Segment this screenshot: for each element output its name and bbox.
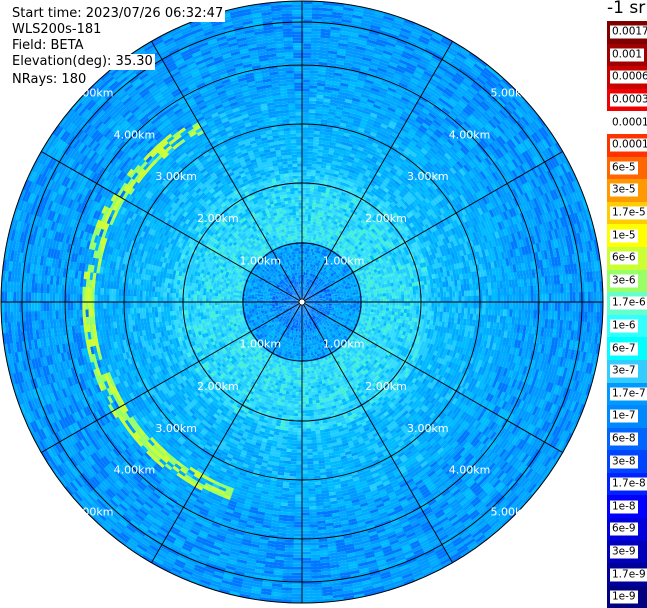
ppi-cell xyxy=(297,224,300,227)
ppi-cell xyxy=(371,297,374,300)
ppi-cell xyxy=(233,304,236,307)
ppi-cell xyxy=(236,304,239,307)
ppi-cell xyxy=(297,236,300,239)
ppi-cell xyxy=(304,380,307,383)
ppi-cell xyxy=(239,304,242,307)
ppi-cell xyxy=(374,294,377,297)
ppi-cell xyxy=(297,230,300,233)
ppi-cell xyxy=(297,233,300,236)
ppi-cell xyxy=(307,374,310,377)
ppi-cell xyxy=(227,307,230,310)
ppi-cell xyxy=(304,368,307,371)
ppi-cell xyxy=(298,239,301,242)
ppi-cell xyxy=(368,297,371,300)
ppi-cell xyxy=(218,304,221,308)
ppi-cell xyxy=(362,298,365,301)
ppi-cell xyxy=(380,296,383,299)
ppi-cell xyxy=(230,304,233,307)
ppi-cell xyxy=(296,221,299,224)
ppi-cell xyxy=(377,297,380,300)
ppi-cell xyxy=(304,362,307,365)
ppi-cell xyxy=(304,365,307,368)
ppi-cell xyxy=(365,297,368,300)
ppi-cell xyxy=(224,304,227,307)
ppi-cell xyxy=(221,304,224,307)
ppi-cell xyxy=(304,377,307,380)
ppi-cell xyxy=(304,371,307,374)
ppi-cell xyxy=(383,296,386,300)
ppi-cell xyxy=(304,383,308,386)
ppi-cell xyxy=(294,227,297,230)
